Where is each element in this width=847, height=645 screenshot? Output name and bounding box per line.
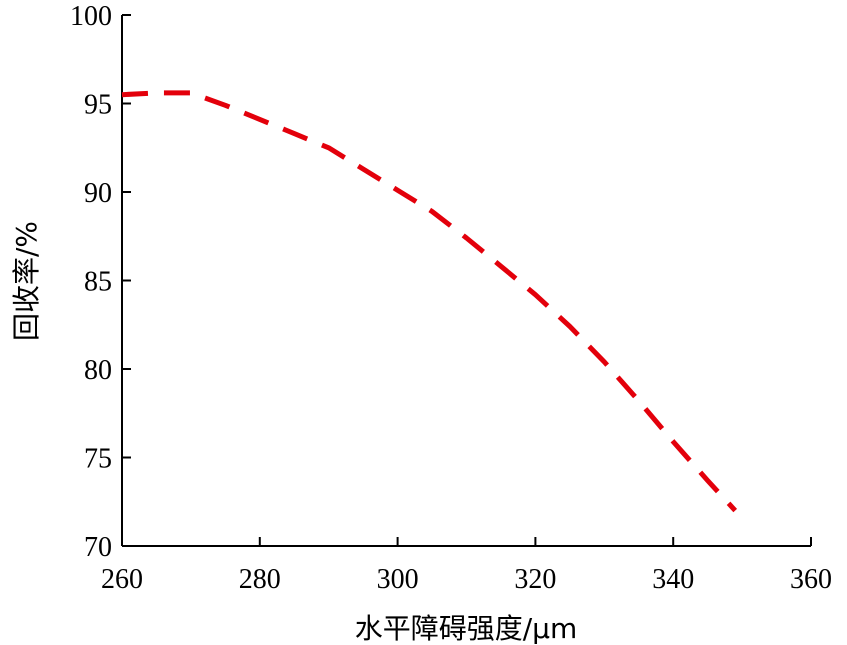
y-tick-label: 80 — [84, 355, 112, 386]
x-tick-label: 260 — [101, 564, 143, 595]
y-tick-label: 95 — [84, 90, 112, 121]
y-tick-label: 100 — [70, 1, 112, 32]
x-tick-label: 300 — [377, 564, 419, 595]
series-line-0 — [121, 90, 738, 513]
series-layer — [121, 90, 738, 513]
y-tick-label: 70 — [84, 532, 112, 563]
y-tick-label: 90 — [84, 178, 112, 209]
x-tick-label: 320 — [514, 564, 556, 595]
x-tick-label: 280 — [239, 564, 281, 595]
y-axis-title: 回收率/% — [10, 221, 43, 341]
x-axis-title: 水平障碍强度/μm — [355, 612, 578, 645]
axes: 70 75 80 85 90 95 100 260 280 300 320 340 360 — [70, 1, 832, 595]
y-tick-label: 85 — [84, 267, 112, 298]
x-tick-label: 360 — [790, 564, 832, 595]
x-tick-label: 340 — [652, 564, 694, 595]
y-tick-label: 75 — [84, 444, 112, 475]
